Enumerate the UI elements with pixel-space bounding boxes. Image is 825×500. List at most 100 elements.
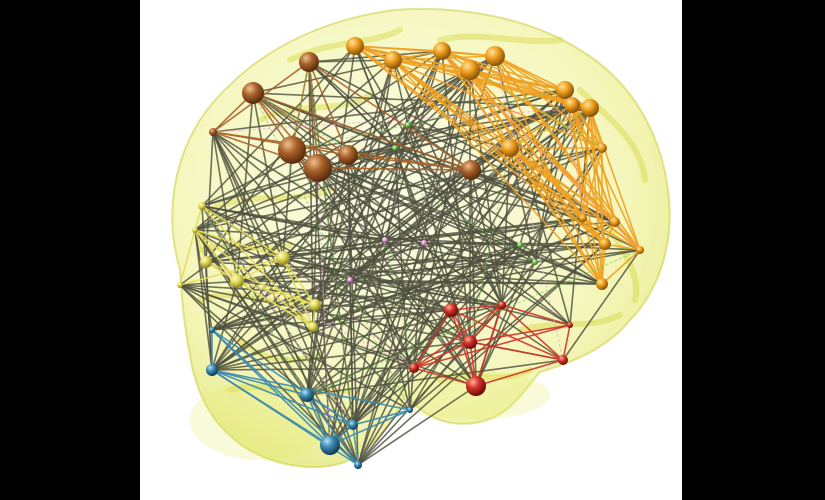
network-node-blue bbox=[320, 435, 340, 455]
network-node-brown bbox=[338, 145, 358, 165]
network-node-blue bbox=[407, 407, 413, 413]
connection-edge bbox=[394, 147, 452, 311]
module-edge-yellow bbox=[179, 257, 284, 286]
module-edge-yellow bbox=[236, 280, 316, 306]
connection-edge bbox=[409, 242, 425, 411]
network-node-orange bbox=[346, 37, 364, 55]
module-edge-brown bbox=[291, 61, 310, 151]
module-edge-orange bbox=[601, 243, 606, 285]
connection-edge bbox=[291, 149, 477, 387]
module-edge-yellow bbox=[194, 205, 203, 231]
connection-edge bbox=[562, 249, 641, 361]
connection-edge bbox=[211, 261, 536, 331]
deep-edge bbox=[469, 147, 511, 343]
deep-edge bbox=[306, 249, 641, 396]
network-node-red bbox=[567, 322, 573, 328]
network-node-green bbox=[532, 259, 538, 265]
network-node-blue bbox=[354, 461, 362, 469]
connection-edge bbox=[282, 239, 386, 259]
connection-edge bbox=[347, 154, 359, 466]
network-node-pink bbox=[347, 277, 353, 283]
connection-edge bbox=[357, 243, 606, 466]
module-edge-brown bbox=[308, 61, 472, 171]
connection-edge bbox=[212, 131, 386, 241]
connection-edge bbox=[306, 304, 503, 396]
connection-edge bbox=[519, 244, 603, 285]
module-edge-blue bbox=[352, 409, 411, 426]
connection-edge bbox=[349, 279, 354, 426]
connection-edge bbox=[252, 92, 284, 259]
module-edge-yellow bbox=[179, 229, 196, 286]
module-edge-blue bbox=[329, 409, 411, 446]
brain-temporal-lobe bbox=[390, 370, 550, 420]
module-edge-brown bbox=[212, 131, 319, 169]
network-node-red bbox=[558, 355, 568, 365]
network-node-brown bbox=[278, 136, 306, 164]
connection-edge bbox=[312, 309, 452, 328]
brain-network-graphic bbox=[171, 7, 671, 469]
module-edge-blue bbox=[211, 329, 354, 426]
module-edge-brown bbox=[252, 92, 349, 156]
module-edge-red bbox=[469, 324, 571, 343]
module-edge-blue bbox=[306, 394, 359, 466]
connection-edge bbox=[407, 124, 503, 306]
connection-edge bbox=[352, 309, 452, 426]
module-edge-orange bbox=[509, 147, 641, 251]
connection-edge bbox=[384, 239, 477, 387]
connection-edge bbox=[201, 55, 496, 207]
network-node-yellow bbox=[192, 227, 198, 233]
network-node-brown bbox=[304, 154, 332, 182]
module-edge-red bbox=[413, 304, 503, 369]
module-edge-yellow bbox=[236, 257, 284, 282]
connection-edge bbox=[308, 59, 394, 63]
module-edge-red bbox=[413, 309, 452, 369]
deep-edge bbox=[494, 55, 564, 361]
connection-edge bbox=[306, 279, 351, 396]
module-edge-orange bbox=[469, 69, 511, 149]
connection-edge bbox=[317, 167, 477, 387]
module-edge-red bbox=[501, 304, 571, 326]
network-node-red bbox=[466, 376, 486, 396]
network-node-red bbox=[463, 335, 477, 349]
network-node-red bbox=[409, 363, 419, 373]
module-edge-yellow bbox=[282, 257, 314, 328]
module-edge-red bbox=[475, 359, 564, 387]
module-edge-orange bbox=[509, 104, 573, 149]
deep-edge bbox=[212, 107, 591, 133]
module-edge-orange bbox=[469, 69, 566, 91]
module-edge-orange bbox=[509, 147, 606, 245]
render-canvas[interactable] bbox=[140, 0, 682, 500]
network-node-yellow bbox=[200, 256, 212, 268]
network-node-green bbox=[392, 145, 398, 151]
module-edge-blue bbox=[211, 369, 354, 426]
letterbox-left bbox=[0, 0, 140, 500]
module-edge-orange bbox=[392, 59, 603, 285]
connection-edge bbox=[308, 61, 396, 149]
network-node-red bbox=[444, 303, 458, 317]
network-node-blue bbox=[348, 420, 358, 430]
module-edge-orange bbox=[571, 104, 603, 149]
module-edge-orange bbox=[571, 104, 616, 223]
connection-edge bbox=[407, 124, 616, 223]
connection-edge bbox=[212, 131, 359, 466]
module-edge-orange bbox=[582, 217, 603, 285]
network-node-red bbox=[498, 301, 506, 309]
connection-edge bbox=[179, 284, 415, 369]
deep-edge bbox=[384, 239, 415, 369]
connection-edge bbox=[211, 367, 415, 371]
brain-gyrus bbox=[437, 33, 563, 45]
network-node-yellow bbox=[198, 202, 206, 210]
module-edge-orange bbox=[582, 147, 603, 219]
brain-gyrus bbox=[257, 92, 373, 123]
connection-edge bbox=[201, 205, 536, 263]
network-node-brown bbox=[242, 82, 264, 104]
network-node-orange bbox=[597, 143, 607, 153]
connection-edge bbox=[357, 385, 477, 466]
module-edge-red bbox=[469, 304, 503, 343]
network-node-orange bbox=[581, 99, 599, 117]
network-node-orange bbox=[596, 278, 608, 290]
module-edge-brown bbox=[252, 92, 319, 169]
connection-edge bbox=[179, 284, 308, 396]
module-edge-red bbox=[562, 324, 571, 361]
connection-edge bbox=[347, 154, 616, 223]
